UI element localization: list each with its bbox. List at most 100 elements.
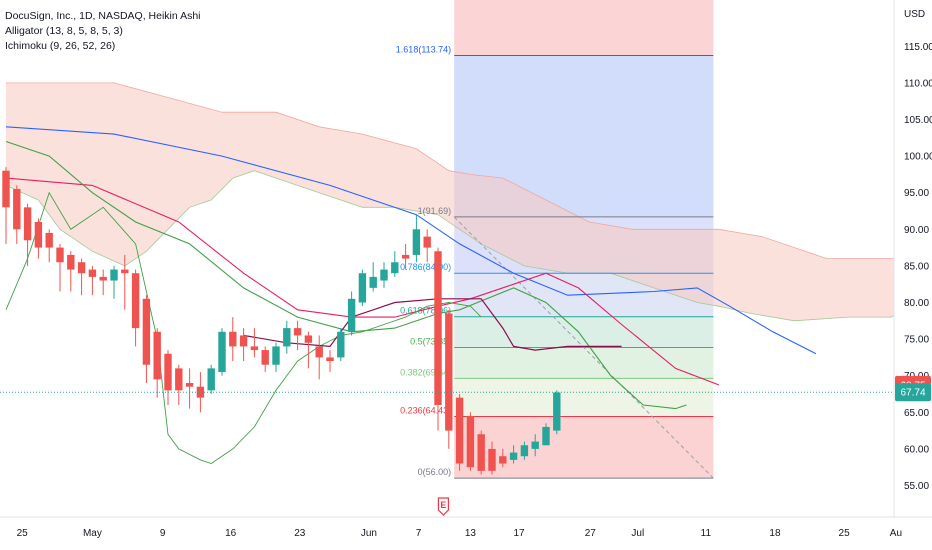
candle-body (175, 368, 183, 391)
fib-zone (454, 347, 714, 379)
candle-body (207, 368, 215, 391)
candle-body (509, 452, 518, 460)
candle-body (131, 273, 140, 329)
candle-body (218, 331, 226, 373)
candle-body (261, 350, 269, 365)
y-tick-label: 105.00 (904, 115, 932, 126)
y-tick-label: 60.00 (904, 444, 929, 455)
candle-body (250, 346, 259, 351)
candle-body (380, 269, 388, 281)
candle-body (553, 392, 561, 431)
symbol-title[interactable]: DocuSign, Inc., 1D, NASDAQ, Heikin Ashi (5, 10, 201, 22)
candle-body (455, 397, 464, 464)
candle-body (434, 251, 442, 405)
earnings-event-icon (437, 497, 449, 516)
y-tick-label: 75.00 (904, 335, 929, 346)
candle-body (99, 276, 107, 281)
x-tick-label: 7 (416, 528, 422, 539)
fib-zone (454, 316, 714, 348)
fib-level-label: 0.786(84.00) (400, 262, 451, 272)
y-tick-label: 115.00 (904, 42, 932, 53)
x-tick-label: Au (890, 528, 902, 539)
candle-body (499, 456, 507, 464)
candle-body (477, 434, 485, 471)
candle-body (369, 276, 377, 288)
x-tick-label: May (83, 528, 102, 539)
candle-body (401, 254, 410, 259)
candle-body (542, 426, 550, 446)
x-tick-label: 27 (585, 528, 597, 539)
y-tick-label: 55.00 (904, 481, 929, 492)
x-tick-label: 17 (513, 528, 525, 539)
earnings-event-label: E (440, 500, 446, 510)
currency-label: USD (904, 9, 925, 20)
alligator-jaw (5, 126, 817, 355)
candle-body (488, 448, 496, 471)
candle-body (77, 262, 86, 274)
x-tick-label: 25 (839, 528, 851, 539)
candle-body (164, 353, 172, 391)
candle-body (34, 221, 43, 248)
fib-level-label: 0.618(78.06) (400, 306, 451, 316)
candle-body (412, 229, 421, 255)
fib-trend-line (453, 216, 714, 479)
ichimoku-base-line (243, 298, 622, 351)
candle-body (23, 207, 32, 241)
candle-body (445, 313, 453, 431)
x-tick-label: 13 (465, 528, 477, 539)
candle-body (423, 236, 431, 248)
candle-body (272, 346, 280, 365)
x-tick-label: 18 (769, 528, 781, 539)
candle-body (45, 232, 53, 248)
ichimoku-span-b (6, 82, 894, 259)
y-tick-label: 95.00 (904, 188, 929, 199)
candle-body (520, 445, 529, 457)
x-tick-label: 25 (17, 528, 29, 539)
x-tick-label: Jun (361, 528, 377, 539)
y-tick-label: 65.00 (904, 408, 929, 419)
y-tick-label: 100.00 (904, 152, 932, 163)
candle-body (2, 170, 10, 208)
candle-body (67, 254, 75, 270)
fib-zone (454, 0, 714, 56)
y-tick-label: 110.00 (904, 78, 932, 89)
x-tick-label: 9 (160, 528, 166, 539)
candle-body (88, 269, 97, 277)
candle-body (347, 298, 356, 332)
candle-body (229, 331, 237, 347)
ichimoku-indicator-label[interactable]: Ichimoku (9, 26, 52, 26) (5, 40, 116, 52)
candle-body (315, 346, 323, 358)
candle-body (56, 247, 64, 263)
candle-body (466, 415, 475, 468)
x-tick-label: Jul (631, 528, 644, 539)
price-label-badge (895, 383, 931, 402)
price-label-text: 67.74 (900, 388, 925, 399)
candle-body (196, 386, 205, 398)
x-tick-label: 23 (294, 528, 306, 539)
fib-level-label: 0.5(73.85) (410, 337, 451, 347)
candle-body (185, 383, 194, 387)
fib-level-label: 1.618(113.74) (396, 45, 451, 55)
fib-zone (454, 378, 714, 417)
chart-legend: DocuSign, Inc., 1D, NASDAQ, Heikin Ashi … (5, 9, 201, 54)
candle-body (326, 357, 334, 362)
plot-area: 1.618(113.74) 1(91.69) 0.786(84.00) 0.618(7… (0, 0, 894, 479)
y-tick-label: 80.00 (904, 298, 929, 309)
fib-level-label: 1(91.69) (418, 206, 452, 216)
candle-body (153, 331, 161, 380)
alligator-indicator-label[interactable]: Alligator (13, 8, 5, 8, 5, 3) (5, 25, 123, 37)
candle-body (110, 269, 118, 281)
ichimoku-cloud (6, 82, 894, 321)
candle-body (391, 262, 399, 274)
candle-body (337, 331, 345, 358)
candle-body (358, 273, 367, 303)
candle-body (121, 269, 129, 274)
candle-body (142, 298, 151, 365)
fib-level-label: 0(56.00) (418, 467, 452, 477)
candle-body (283, 328, 291, 347)
candle-body (239, 335, 248, 347)
x-tick-label: 16 (225, 528, 237, 539)
x-tick-label: 11 (701, 528, 712, 539)
